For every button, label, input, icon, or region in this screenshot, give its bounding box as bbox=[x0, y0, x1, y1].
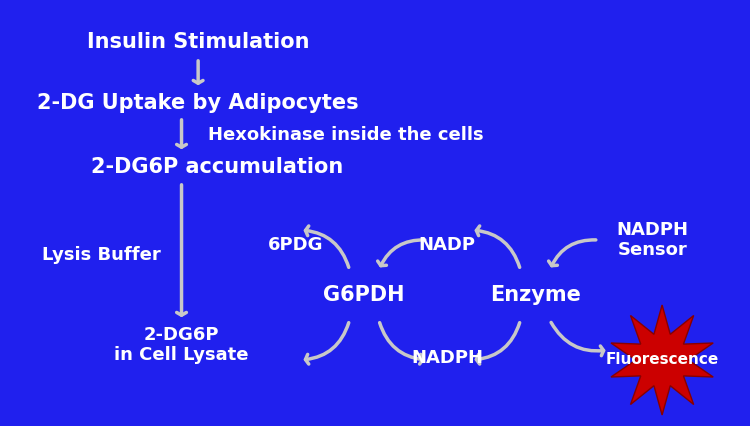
Text: G6PDH: G6PDH bbox=[323, 285, 405, 305]
Text: NADPH
Sensor: NADPH Sensor bbox=[616, 221, 688, 259]
Text: Lysis Buffer: Lysis Buffer bbox=[42, 246, 160, 264]
Text: NADPH: NADPH bbox=[411, 349, 483, 367]
Polygon shape bbox=[611, 305, 713, 415]
FancyBboxPatch shape bbox=[29, 12, 738, 414]
Text: 2-DG Uptake by Adipocytes: 2-DG Uptake by Adipocytes bbox=[38, 93, 359, 113]
Text: Fluorescence: Fluorescence bbox=[605, 352, 718, 368]
Text: Hexokinase inside the cells: Hexokinase inside the cells bbox=[208, 126, 484, 144]
Text: Enzyme: Enzyme bbox=[490, 285, 580, 305]
Text: 2-DG6P accumulation: 2-DG6P accumulation bbox=[91, 157, 343, 177]
Text: NADP: NADP bbox=[419, 236, 476, 254]
Text: 2-DG6P
in Cell Lysate: 2-DG6P in Cell Lysate bbox=[114, 325, 249, 364]
Text: Insulin Stimulation: Insulin Stimulation bbox=[87, 32, 310, 52]
Text: 6PDG: 6PDG bbox=[268, 236, 323, 254]
